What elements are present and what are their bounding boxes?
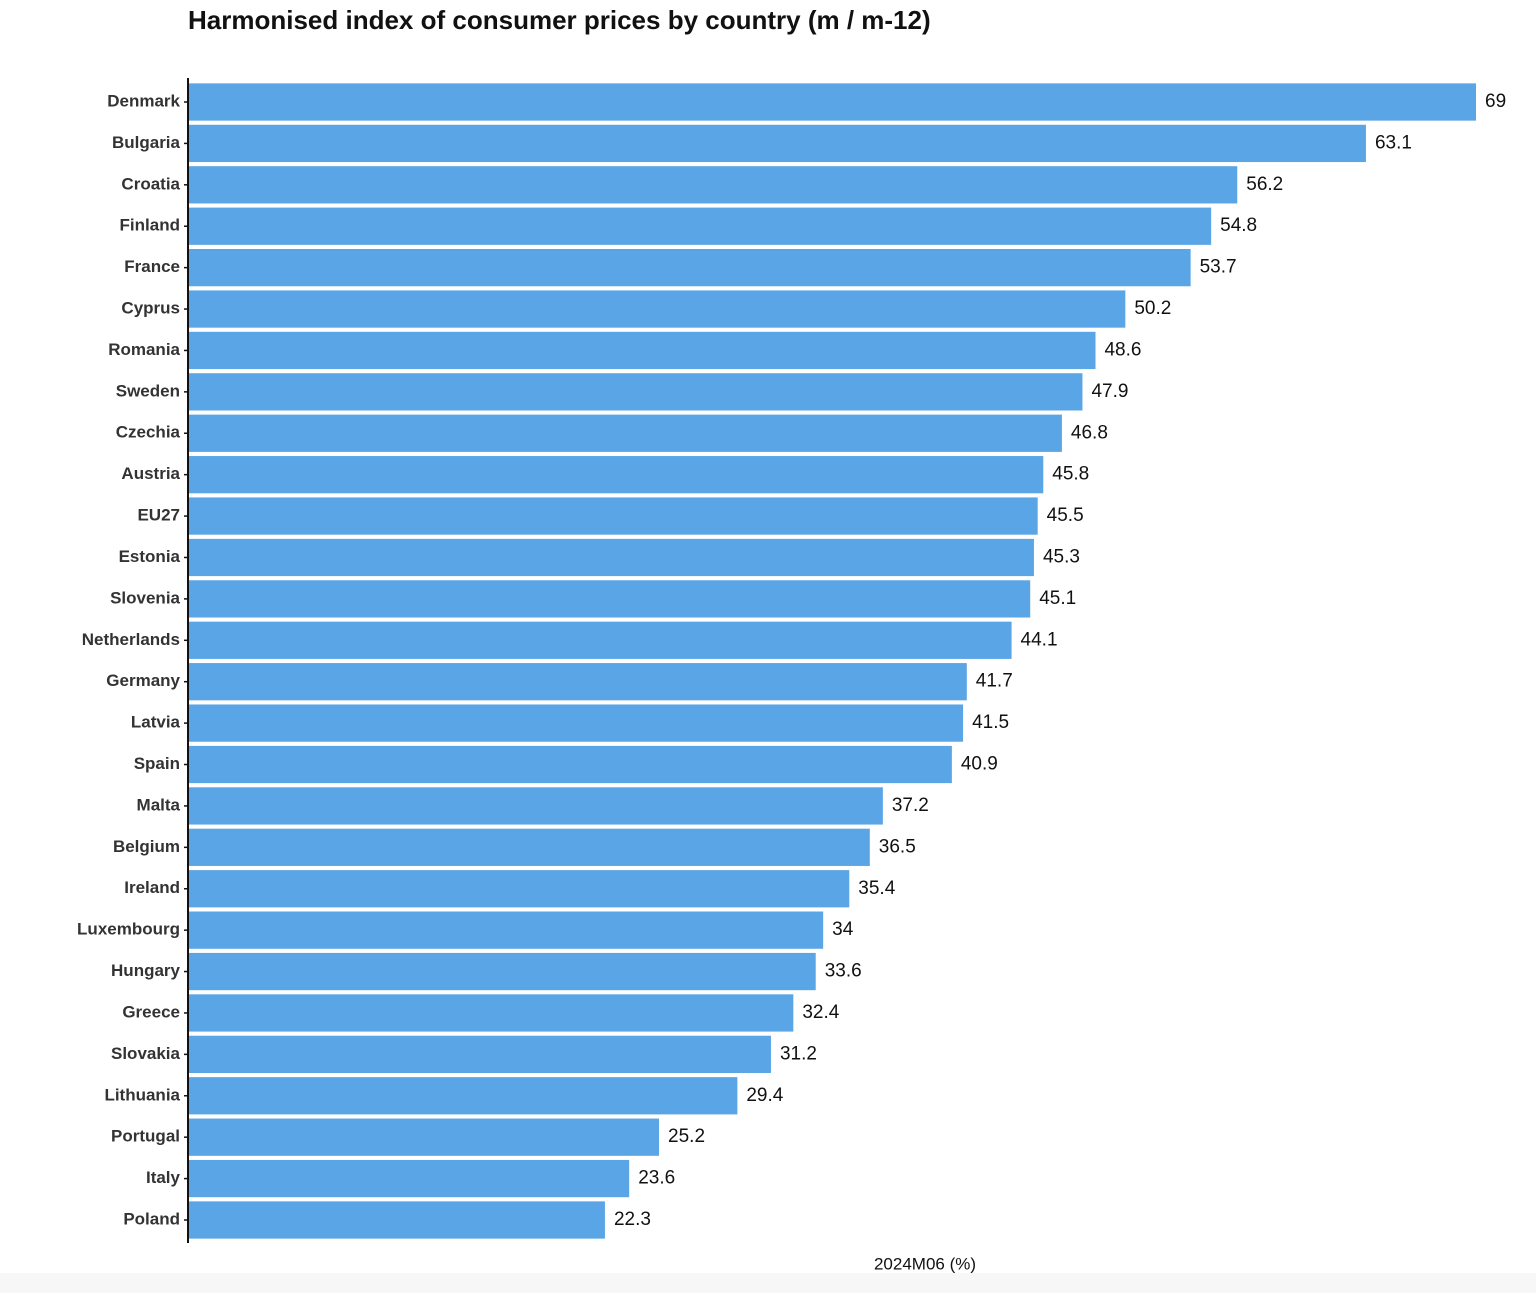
value-label: 48.6 <box>1104 339 1141 360</box>
value-label: 45.1 <box>1039 588 1076 609</box>
y-tick-label: Italy <box>146 1168 181 1187</box>
value-label: 45.3 <box>1043 546 1080 567</box>
footer-band <box>0 1273 1536 1293</box>
bar <box>189 1201 605 1239</box>
y-tick-label: Estonia <box>119 547 181 566</box>
bar <box>189 911 824 949</box>
bar <box>189 1077 738 1115</box>
y-tick-label: Germany <box>106 671 180 690</box>
y-tick-label: Slovakia <box>111 1044 181 1063</box>
y-tick-label: Croatia <box>121 174 180 193</box>
value-label: 45.8 <box>1052 464 1089 485</box>
y-tick-label: Spain <box>134 754 180 773</box>
y-tick-label: Belgium <box>113 837 180 856</box>
value-label: 44.1 <box>1021 629 1058 650</box>
y-tick-label: Bulgaria <box>112 133 181 152</box>
bar <box>189 787 883 825</box>
bar <box>189 83 1476 121</box>
bar <box>189 828 870 866</box>
value-label: 56.2 <box>1246 174 1283 195</box>
bar <box>189 124 1366 163</box>
value-label: 69 <box>1485 91 1506 112</box>
value-label: 33.6 <box>825 961 862 982</box>
value-label: 37.2 <box>892 795 929 816</box>
value-label: 36.5 <box>879 836 916 857</box>
bar <box>189 745 952 784</box>
bar <box>189 621 1012 659</box>
bar <box>189 414 1062 452</box>
value-label: 41.5 <box>972 712 1009 733</box>
y-tick-label: Austria <box>121 464 180 483</box>
bar <box>189 1118 660 1156</box>
y-tick-label: Latvia <box>131 713 181 732</box>
bar <box>189 456 1044 494</box>
bar <box>189 290 1126 328</box>
chart-title: Harmonised index of consumer prices by c… <box>188 5 931 35</box>
value-label: 47.9 <box>1091 381 1128 402</box>
value-label: 41.7 <box>976 671 1013 692</box>
value-label: 22.3 <box>614 1209 651 1230</box>
y-tick-label: Malta <box>137 795 181 814</box>
value-label: 50.2 <box>1134 298 1171 319</box>
bar <box>189 952 816 991</box>
y-tick-label: Netherlands <box>82 630 180 649</box>
y-tick-label: Portugal <box>111 1127 180 1146</box>
bar <box>189 207 1212 245</box>
bar <box>189 663 967 701</box>
y-tick-label: Greece <box>122 1002 180 1021</box>
value-label: 54.8 <box>1220 215 1257 236</box>
y-tick-label: Hungary <box>111 961 181 980</box>
y-tick-label: Czechia <box>116 423 181 442</box>
value-label: 29.4 <box>746 1085 783 1106</box>
bar <box>189 704 964 742</box>
bar <box>189 1035 771 1074</box>
y-tick-label: Slovenia <box>110 588 180 607</box>
value-label: 25.2 <box>668 1126 705 1147</box>
y-tick-label: Sweden <box>116 381 180 400</box>
bar <box>189 373 1083 411</box>
bar <box>189 331 1096 370</box>
value-label: 23.6 <box>638 1168 675 1189</box>
value-label: 35.4 <box>858 878 895 899</box>
bar <box>189 248 1191 287</box>
value-label: 63.1 <box>1375 132 1412 153</box>
bar <box>189 994 794 1032</box>
value-label: 53.7 <box>1200 257 1237 278</box>
y-tick-label: Finland <box>120 216 180 235</box>
value-label: 45.5 <box>1047 505 1084 526</box>
value-label: 46.8 <box>1071 422 1108 443</box>
bar <box>189 538 1034 577</box>
y-tick-label: Cyprus <box>121 299 180 318</box>
y-tick-label: Ireland <box>124 878 180 897</box>
value-label: 40.9 <box>961 754 998 775</box>
x-axis-label: 2024M06 (%) <box>874 1254 976 1273</box>
y-tick-label: France <box>124 257 180 276</box>
value-label: 34 <box>832 919 854 940</box>
y-tick-label: EU27 <box>137 506 180 525</box>
y-tick-label: Poland <box>123 1209 180 1228</box>
value-label: 32.4 <box>802 1002 839 1023</box>
y-tick-label: Denmark <box>107 91 180 110</box>
bar <box>189 580 1031 618</box>
y-tick-label: Romania <box>108 340 180 359</box>
bar <box>189 166 1238 204</box>
bar <box>189 497 1038 535</box>
bar <box>189 870 850 908</box>
y-tick-label: Luxembourg <box>77 920 180 939</box>
bar <box>189 1159 630 1198</box>
y-tick-label: Lithuania <box>104 1085 180 1104</box>
value-label: 31.2 <box>780 1043 817 1064</box>
